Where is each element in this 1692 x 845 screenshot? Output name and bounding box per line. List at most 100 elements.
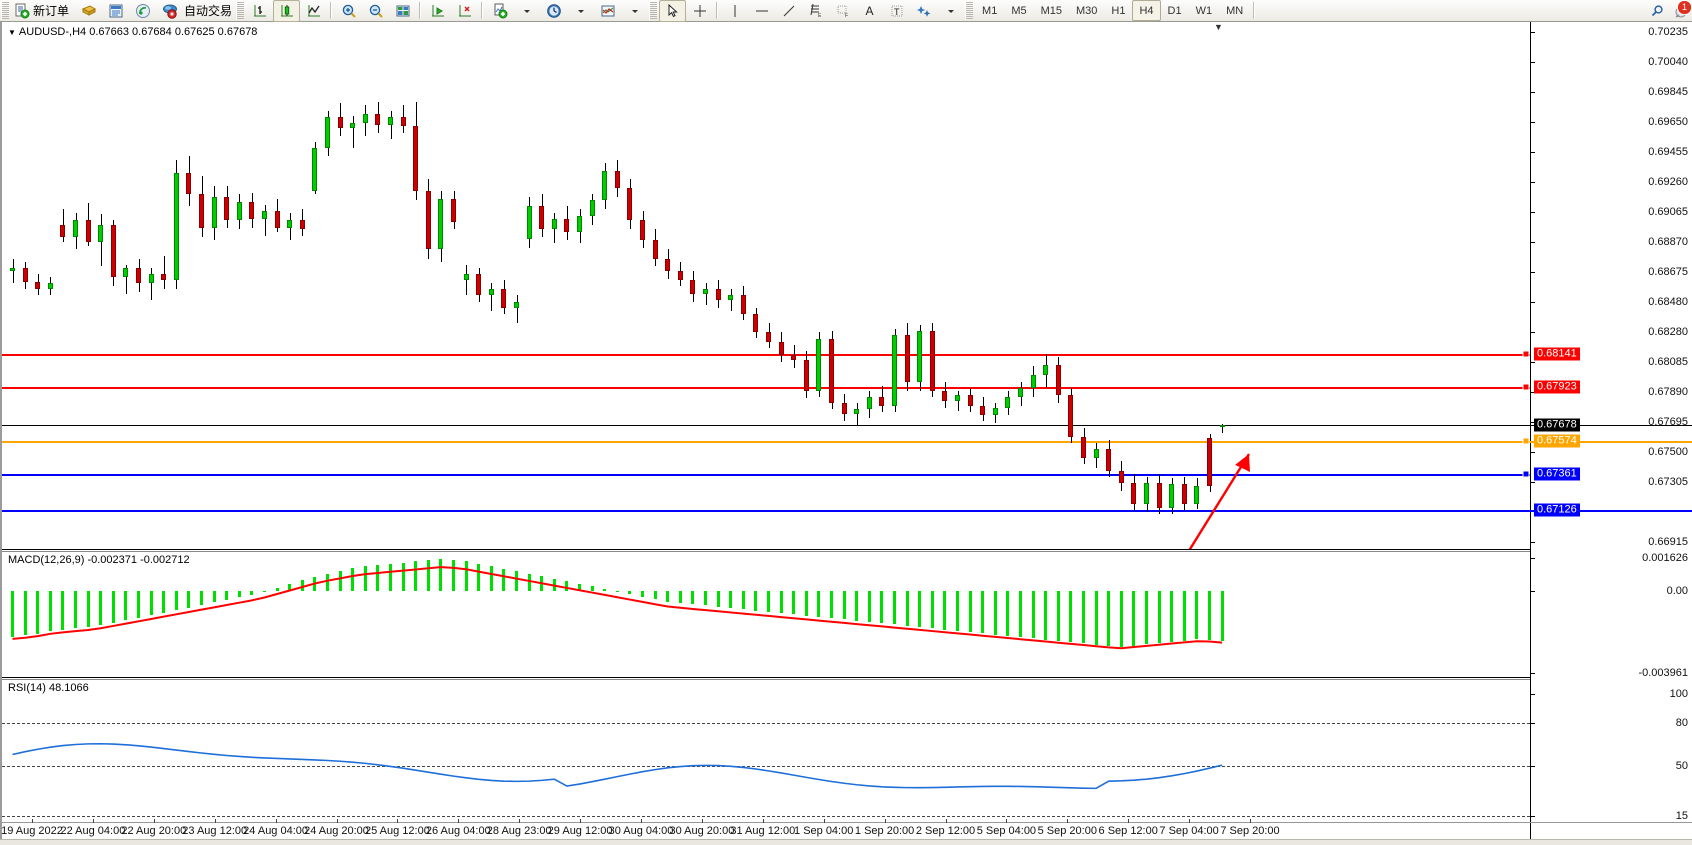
candle-body	[1106, 449, 1112, 471]
trendline-icon	[783, 5, 794, 16]
label-button[interactable]: T	[883, 0, 910, 22]
shapes-icon	[916, 5, 930, 17]
new-chart-button[interactable]	[486, 0, 513, 22]
text-button[interactable]: A	[856, 0, 883, 22]
timeframe-button-w1[interactable]: W1	[1189, 0, 1220, 21]
indicators-dropdown[interactable]	[621, 0, 648, 22]
candle-body	[690, 280, 696, 294]
toolbar-grip-3[interactable]	[649, 1, 658, 20]
price-tick-label: 0.66915	[1648, 536, 1688, 549]
crosshair-button[interactable]	[686, 0, 713, 22]
macd-histogram-bar	[603, 588, 607, 592]
macd-histogram-bar	[338, 570, 342, 592]
price-level-anchor[interactable]	[1522, 437, 1530, 445]
autoscroll-button[interactable]	[451, 0, 478, 22]
zoom-out-button[interactable]	[362, 0, 389, 22]
zoom-in-button[interactable]	[335, 0, 362, 22]
chart-container[interactable]: ▼ AUDUSD-,H4 0.67663 0.67684 0.67625 0.67…	[0, 22, 1692, 845]
price-level-label-resistance-1[interactable]: 0.68141	[1534, 347, 1580, 361]
auto-trading-button[interactable]	[156, 0, 183, 22]
grid-button[interactable]	[389, 0, 416, 22]
toolbar-grip-1[interactable]	[1, 1, 9, 20]
search-icon	[1651, 4, 1663, 16]
timeframe-button-m15[interactable]: M15	[1034, 0, 1069, 21]
fibo-button[interactable]: E	[802, 0, 829, 22]
rsi-line	[12, 742, 1223, 790]
hline-button[interactable]	[748, 0, 775, 22]
toolbar-grip-2[interactable]	[236, 1, 245, 20]
price-level-label-support-2[interactable]: 0.67126	[1534, 503, 1580, 517]
period-icon	[546, 3, 561, 18]
toolbar-separator-5	[1253, 2, 1256, 19]
time-tick-mark	[1250, 819, 1251, 823]
toolbar-grip-4[interactable]	[965, 1, 974, 20]
collapse-arrow-icon[interactable]: ▼	[8, 28, 16, 37]
price-level-anchor[interactable]	[1522, 470, 1530, 478]
candle-body	[148, 273, 154, 284]
macd-histogram-bar	[855, 591, 859, 621]
candle-body	[400, 117, 406, 127]
time-tick-mark	[92, 819, 94, 823]
price-level-label-resistance-2[interactable]: 0.67923	[1534, 380, 1580, 394]
signal-button[interactable]	[129, 0, 156, 22]
terminal-button[interactable]	[102, 0, 129, 22]
macd-histogram-bar	[1056, 591, 1060, 641]
cursor-button[interactable]	[659, 0, 687, 22]
price-level-anchor[interactable]	[1522, 383, 1530, 391]
candlestick-chart-button[interactable]	[273, 0, 301, 22]
candle-body	[703, 289, 708, 294]
macd-histogram-bar	[666, 591, 670, 602]
macd-histogram-bar	[981, 591, 985, 634]
line-chart-button[interactable]	[300, 0, 327, 22]
timeframe-button-d1[interactable]: D1	[1161, 0, 1189, 21]
price-level-label-pivot-level[interactable]: 0.67574	[1534, 434, 1580, 448]
candle-body	[904, 335, 910, 382]
macd-histogram-bar	[704, 591, 707, 606]
time-tick-label: 26 Aug 04:00	[425, 825, 491, 837]
macd-histogram-bar	[615, 591, 619, 593]
period-button[interactable]	[540, 0, 567, 22]
price-tick-mark	[1531, 61, 1535, 63]
candle-wick	[12, 258, 14, 284]
indicators-button[interactable]	[594, 0, 621, 22]
macd-histogram-bar	[477, 563, 481, 592]
candle-body	[98, 224, 104, 242]
shapes-dropdown[interactable]	[937, 0, 964, 22]
timeframe-button-m30[interactable]: M30	[1069, 0, 1104, 21]
equidistant-button[interactable]: F	[829, 0, 856, 22]
alerts-button[interactable]: 1	[1670, 0, 1692, 21]
vline-button[interactable]	[721, 0, 748, 22]
bullish-arrow-annotation[interactable]	[2, 22, 1530, 549]
shapes-button[interactable]	[910, 0, 937, 22]
macd-histogram-bar	[111, 591, 115, 623]
candle-body	[892, 335, 897, 407]
timeframe-button-h4[interactable]: H4	[1132, 0, 1161, 21]
shift-button[interactable]	[424, 0, 451, 22]
candle-body	[1043, 364, 1049, 376]
trendline-button[interactable]	[775, 0, 802, 22]
price-level-label-current-price[interactable]: 0.67678	[1534, 418, 1580, 432]
bar-chart-button[interactable]	[246, 0, 273, 22]
new-order-button[interactable]: 新订单	[11, 0, 75, 22]
candle-body	[463, 273, 469, 281]
toolbar-separator-3	[481, 2, 484, 19]
timeframe-button-h1[interactable]: H1	[1104, 0, 1132, 21]
macd-histogram-bar	[893, 591, 896, 625]
period-dropdown[interactable]	[567, 0, 594, 22]
macd-histogram-bar	[1157, 591, 1161, 644]
timeframe-button-mn[interactable]: MN	[1219, 0, 1250, 21]
candle-body	[1068, 395, 1074, 437]
wallet-button[interactable]	[75, 0, 102, 22]
time-tick-mark	[823, 819, 825, 823]
timeframe-button-m5[interactable]: M5	[1004, 0, 1033, 21]
candle-body	[514, 301, 519, 308]
price-level-label-support-1[interactable]: 0.67361	[1534, 467, 1580, 481]
candle-body	[816, 338, 822, 391]
search-button[interactable]	[1643, 0, 1670, 22]
new-chart-dropdown[interactable]	[513, 0, 540, 22]
timeframe-button-m1[interactable]: M1	[975, 0, 1004, 21]
price-level-anchor[interactable]	[1522, 350, 1530, 358]
candle-body	[577, 215, 582, 233]
time-tick-mark	[1006, 819, 1008, 823]
price-tick-mark	[1531, 211, 1535, 213]
